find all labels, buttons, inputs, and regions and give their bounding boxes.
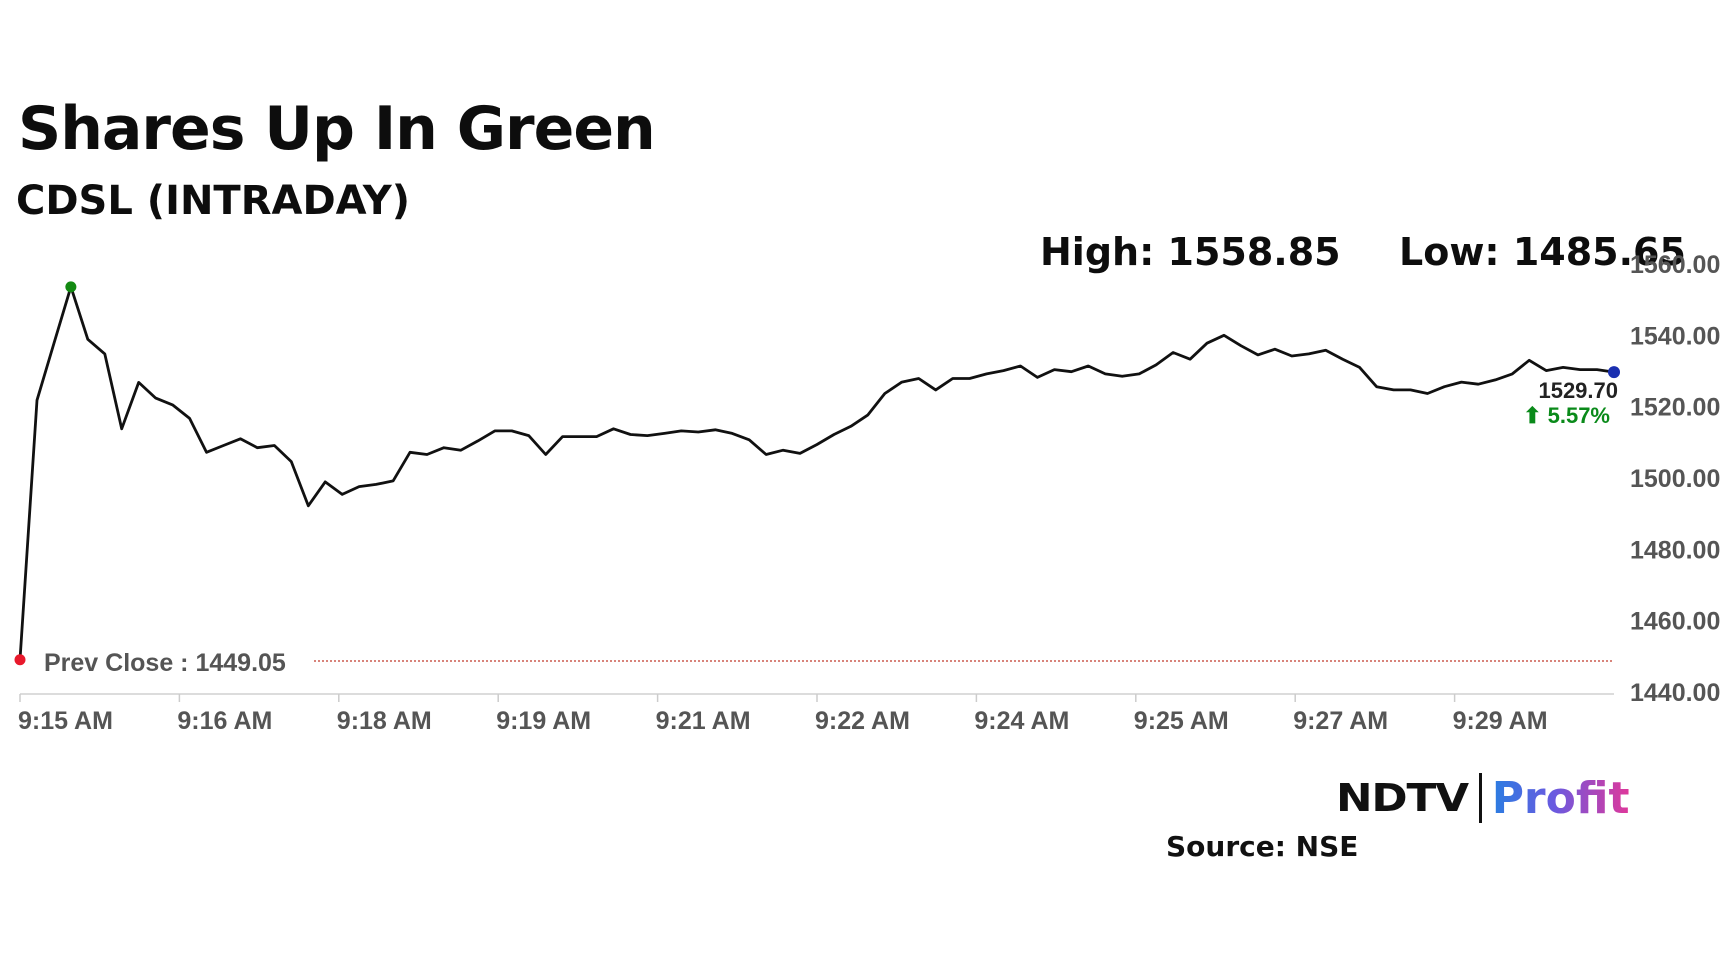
logo-ndtv-text: NDTV xyxy=(1336,776,1469,820)
last-price-label: 1529.70 xyxy=(1538,378,1618,403)
chart-subtitle: CDSL (INTRADAY) xyxy=(16,178,411,224)
change-label: ⬆ 5.57% xyxy=(1523,403,1610,428)
source-note: Source: NSE xyxy=(1166,830,1359,863)
x-tick-label: 9:18 AM xyxy=(337,707,432,735)
high-marker xyxy=(65,281,77,293)
y-tick-label: 1500.00 xyxy=(1630,465,1720,493)
prev-close-label: Prev Close : 1449.05 xyxy=(44,649,286,677)
x-tick-label: 9:24 AM xyxy=(974,707,1069,735)
chart-title: Shares Up In Green xyxy=(18,94,656,164)
y-tick-label: 1520.00 xyxy=(1630,394,1720,422)
x-tick-label: 9:15 AM xyxy=(18,707,113,735)
high-stat: High: 1558.85 xyxy=(1040,230,1341,274)
y-tick-label: 1480.00 xyxy=(1630,536,1720,564)
y-ticks: 1440.00 1460.00 1480.00 1500.00 1520.00 1540.… xyxy=(1630,251,1720,707)
price-line xyxy=(18,285,1615,660)
x-tick-label: 9:16 AM xyxy=(177,707,272,735)
last-price-marker xyxy=(1608,366,1620,379)
low-stat: Low: 1485.65 xyxy=(1399,230,1686,274)
logo-profit-text: Profit xyxy=(1491,772,1630,824)
y-tick-label: 1560.00 xyxy=(1630,251,1720,279)
y-tick-label: 1440.00 xyxy=(1630,679,1720,707)
y-tick-label: 1540.00 xyxy=(1630,322,1720,350)
x-tick-label: 9:22 AM xyxy=(815,707,910,735)
x-tick-label: 9:19 AM xyxy=(496,707,591,735)
x-tick-label: 9:27 AM xyxy=(1293,707,1388,735)
ndtv-profit-logo: NDTV Profit xyxy=(1336,770,1630,826)
x-ticks: 9:15 AM 9:16 AM 9:18 AM 9:19 AM 9:21 AM 9:22 … xyxy=(18,694,1548,735)
logo-divider xyxy=(1478,773,1482,823)
prev-close-marker xyxy=(14,654,26,666)
x-tick-label: 9:29 AM xyxy=(1453,707,1548,735)
y-tick-label: 1460.00 xyxy=(1630,608,1720,636)
x-tick-label: 9:25 AM xyxy=(1134,707,1229,735)
x-tick-label: 9:21 AM xyxy=(656,707,751,735)
